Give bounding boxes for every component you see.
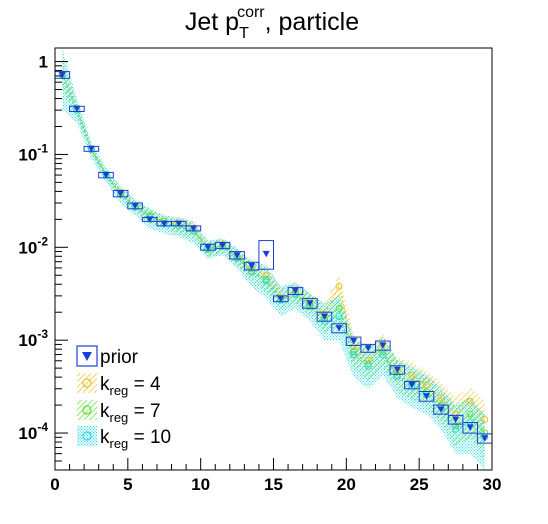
x-tick-label-4: 20 bbox=[337, 475, 356, 494]
prior-box-12 bbox=[229, 251, 245, 260]
legend-label-1: kreg = 4 bbox=[100, 374, 161, 398]
point-2-28 bbox=[466, 410, 474, 418]
prior-marker-2 bbox=[87, 145, 95, 153]
y-tick-label-0: 1 bbox=[39, 53, 48, 72]
point-2-19 bbox=[335, 304, 343, 312]
prior-marker-22 bbox=[379, 342, 387, 349]
prior-marker-0 bbox=[58, 71, 66, 79]
prior-box-28 bbox=[462, 422, 478, 434]
band-3 bbox=[62, 48, 485, 470]
point-3-19 bbox=[335, 313, 343, 320]
chart-title-sub: T bbox=[239, 25, 249, 42]
x-tick-label-2: 10 bbox=[191, 475, 210, 494]
point-1-19 bbox=[335, 282, 343, 290]
prior-marker-29 bbox=[481, 435, 489, 442]
prior-marker-18 bbox=[320, 313, 328, 320]
prior-marker-16 bbox=[291, 287, 299, 295]
legend-swatch-0 bbox=[76, 345, 98, 367]
chart-title-main: Jet p bbox=[185, 8, 239, 36]
prior-marker-6 bbox=[146, 216, 154, 223]
prior-marker-7 bbox=[160, 220, 168, 228]
x-tick-label-6: 30 bbox=[483, 475, 502, 494]
prior-box-18 bbox=[316, 311, 333, 322]
legend-marker-1 bbox=[82, 378, 92, 388]
legend-swatch-3 bbox=[77, 426, 97, 446]
point-3-22 bbox=[379, 351, 387, 359]
prior-box-26 bbox=[433, 404, 449, 415]
prior-box-25 bbox=[418, 391, 435, 402]
prior-box-19 bbox=[331, 323, 347, 334]
prior-box-14 bbox=[258, 240, 274, 270]
prior-marker-12 bbox=[233, 252, 241, 259]
legend-label-3: kreg = 10 bbox=[100, 427, 171, 451]
legend-marker-2 bbox=[82, 405, 92, 415]
prior-marker-4 bbox=[117, 190, 125, 197]
prior-marker-20 bbox=[350, 337, 358, 345]
prior-marker-14 bbox=[262, 250, 270, 258]
prior-marker-26 bbox=[437, 406, 445, 413]
prior-marker-24 bbox=[408, 381, 416, 389]
prior-box-16 bbox=[287, 286, 304, 295]
y-axis: 1 10-1 10-2 10-3 10-4 bbox=[18, 53, 68, 471]
chart-title: Jet pTcorr, particle bbox=[185, 4, 359, 42]
prior-box-22 bbox=[375, 340, 391, 351]
point-3-20 bbox=[350, 351, 358, 359]
legend-label-2: kreg = 7 bbox=[100, 401, 161, 425]
prior-box-23 bbox=[389, 365, 406, 375]
prior-marker-13 bbox=[248, 262, 256, 270]
point-1-28 bbox=[466, 397, 474, 405]
chart-title-rest: , particle bbox=[265, 8, 359, 36]
prior-marker-17 bbox=[306, 300, 314, 307]
x-tick-label-5: 25 bbox=[410, 475, 429, 494]
y-tick-label-1: 10-1 bbox=[18, 141, 48, 164]
prior-box-20 bbox=[345, 336, 362, 346]
y-tick-label-4: 10-4 bbox=[18, 420, 48, 443]
x-tick-label-0: 0 bbox=[50, 475, 59, 494]
prior-marker-5 bbox=[131, 202, 139, 210]
x-tick-label-1: 5 bbox=[123, 475, 132, 494]
prior-marker-11 bbox=[219, 242, 227, 249]
x-axis: 0 5 10 15 20 25 30 bbox=[50, 458, 501, 494]
prior-box-17 bbox=[302, 298, 318, 309]
point-3-14 bbox=[262, 277, 270, 285]
point-2-20 bbox=[350, 348, 358, 356]
prior-marker-10 bbox=[204, 244, 212, 251]
point-3-21 bbox=[364, 363, 372, 370]
prior-marker-3 bbox=[102, 172, 110, 179]
prior-marker-25 bbox=[422, 393, 430, 400]
legend-marker-0 bbox=[82, 352, 92, 361]
prior-marker-9 bbox=[189, 225, 197, 232]
prior-marker-23 bbox=[393, 366, 401, 374]
y-tick-label-2: 10-2 bbox=[18, 234, 48, 257]
point-1-25 bbox=[422, 381, 430, 389]
x-tick-label-3: 15 bbox=[264, 475, 283, 494]
prior-boxes bbox=[54, 71, 493, 444]
y-tick-label-3: 10-3 bbox=[18, 327, 48, 350]
prior-marker-1 bbox=[73, 105, 81, 113]
prior-marker-28 bbox=[466, 424, 474, 431]
chart-title-sup: corr bbox=[237, 4, 265, 21]
legend-marker-3 bbox=[82, 431, 92, 441]
prior-marker-21 bbox=[364, 345, 372, 352]
point-3-27 bbox=[452, 425, 460, 433]
legend-swatch-2 bbox=[77, 400, 97, 420]
legend-label-0: prior bbox=[100, 347, 139, 368]
prior-marker-8 bbox=[175, 220, 183, 228]
prior-box-27 bbox=[447, 414, 464, 425]
prior-marker-27 bbox=[452, 416, 460, 423]
point-1-26 bbox=[437, 394, 445, 402]
prior-box-24 bbox=[404, 380, 420, 390]
legend-swatch-1 bbox=[77, 373, 97, 393]
prior-marker-19 bbox=[335, 325, 343, 332]
prior-marker-15 bbox=[277, 295, 285, 303]
point-1-29 bbox=[481, 416, 489, 423]
point-1-24 bbox=[408, 371, 416, 379]
